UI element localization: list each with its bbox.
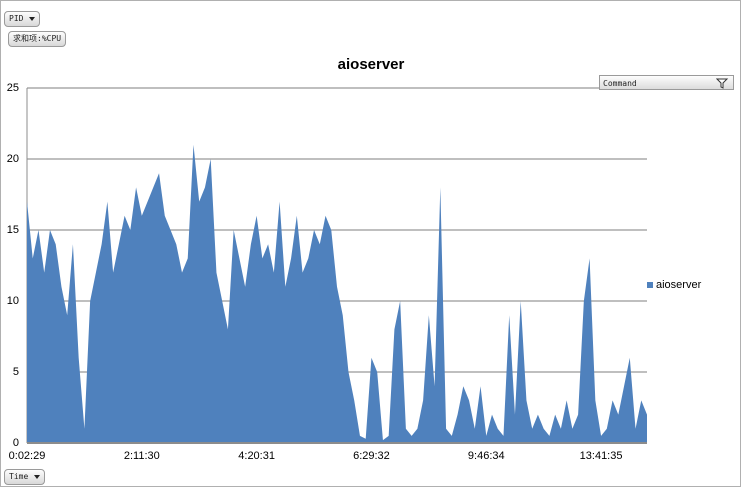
dropdown-arrow <box>34 474 41 479</box>
legend-swatch <box>647 282 653 288</box>
filter-field-button[interactable]: Command <box>599 75 734 90</box>
y-tick-label: 25 <box>7 82 19 94</box>
area <box>27 144 647 444</box>
y-tick-label: 5 <box>13 366 19 378</box>
row-field-button[interactable]: PID <box>4 11 41 27</box>
chart-title: aioserver <box>338 56 405 73</box>
y-tick-label: 15 <box>7 224 19 236</box>
y-tick-label: 20 <box>7 153 19 165</box>
legend-label: aioserver <box>656 279 702 291</box>
axis-field-label: Time <box>9 472 29 481</box>
filter-icon <box>716 78 729 89</box>
dropdown-arrow <box>29 16 36 21</box>
x-tick-label: 0:02:29 <box>9 450 46 462</box>
value-field-label: 求和项:%CPU <box>13 34 62 43</box>
x-tick-label: 13:41:35 <box>580 450 623 462</box>
x-tick-label: 2:11:30 <box>124 450 160 462</box>
y-tick-label: 0 <box>13 437 19 449</box>
x-tick-label: 4:20:31 <box>238 450 275 462</box>
y-tick-label: 10 <box>7 295 19 307</box>
filter-field-label: Command <box>603 79 637 88</box>
x-tick-label: 9:46:34 <box>468 450 505 462</box>
value-field-button[interactable]: 求和项:%CPU <box>8 31 67 47</box>
x-tick-label: 6:29:32 <box>353 450 390 462</box>
row-field-label: PID <box>9 14 24 23</box>
axis-field-button[interactable]: Time <box>4 469 46 485</box>
